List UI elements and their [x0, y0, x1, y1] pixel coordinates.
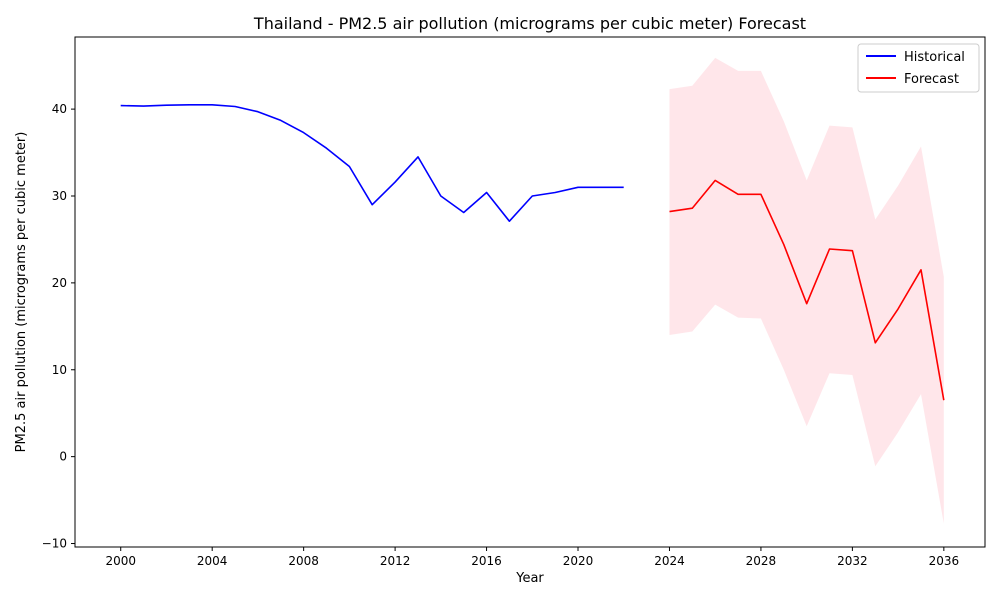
x-tick-label: 2008 [288, 554, 319, 568]
x-tick-label: 2024 [654, 554, 685, 568]
y-tick-label: −10 [42, 537, 67, 551]
x-tick-label: 2036 [929, 554, 960, 568]
x-tick-label: 2004 [197, 554, 228, 568]
series-line-historical [120, 104, 624, 222]
series-line-forecast [669, 179, 945, 401]
y-tick-label: 0 [59, 450, 67, 464]
y-tick-label: 10 [52, 363, 67, 377]
y-tick-label: 30 [52, 189, 67, 203]
legend: Historical Forecast [857, 43, 980, 93]
plot-area [120, 57, 945, 524]
x-tick-label: 2012 [380, 554, 411, 568]
y-axis-label: PM2.5 air pollution (micrograms per cubi… [14, 132, 29, 453]
y-axis: −10 0 10 20 30 40 [42, 102, 75, 551]
x-tick-label: 2000 [105, 554, 136, 568]
chart-title: Thailand - PM2.5 air pollution (microgra… [253, 14, 806, 33]
x-axis: 2000 2004 2008 2012 2016 2020 2024 2028 2032 2036 [105, 547, 959, 568]
x-tick-label: 2032 [837, 554, 868, 568]
plot-frame [74, 36, 986, 548]
x-tick-label: 2016 [471, 554, 502, 568]
x-axis-label: Year [515, 571, 544, 586]
legend-label-historical: Historical [904, 50, 965, 65]
x-tick-label: 2028 [746, 554, 777, 568]
x-tick-label: 2020 [563, 554, 594, 568]
y-tick-label: 20 [52, 276, 67, 290]
confidence-band [669, 57, 944, 524]
legend-label-forecast: Forecast [904, 72, 959, 87]
y-tick-label: 40 [52, 102, 67, 116]
